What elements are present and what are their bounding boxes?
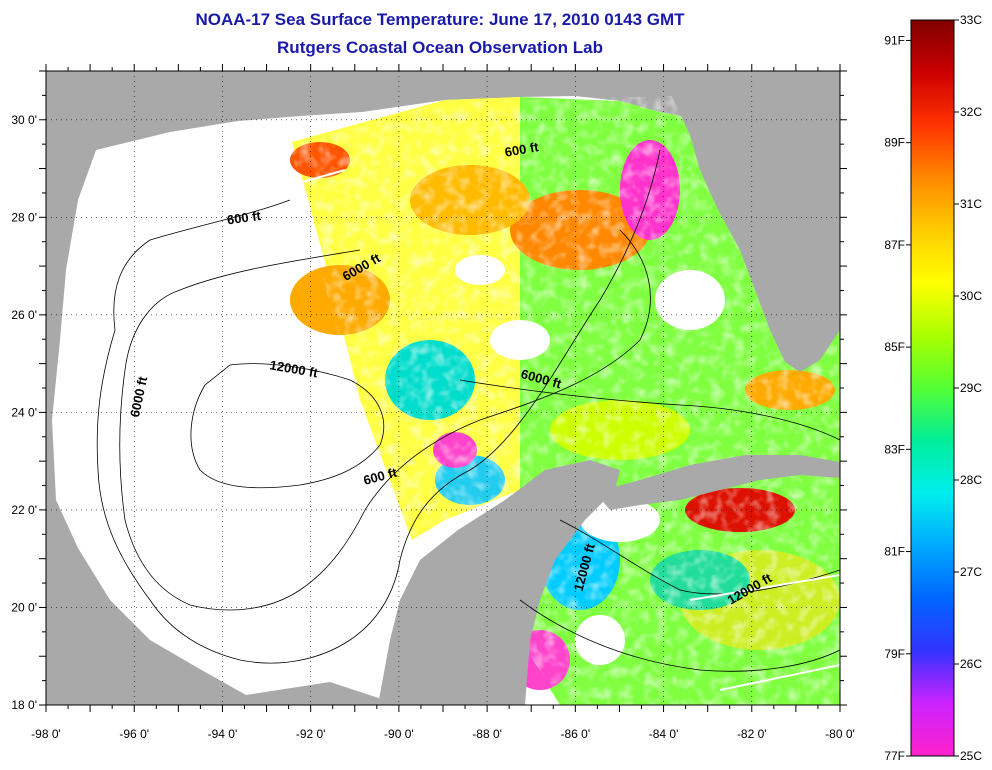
colorbar-celsius-label: 32C — [960, 105, 982, 119]
contour-600ft — [96, 149, 661, 664]
colorbar-fahrenheit-label: 91F — [884, 33, 905, 47]
lon-tick-label: -84 0' — [649, 727, 679, 741]
lat-tick-label: 22 0' — [11, 503, 37, 517]
lat-tick-label: 24 0' — [11, 405, 37, 419]
lon-tick-label: -88 0' — [472, 727, 502, 741]
lon-tick-label: -96 0' — [119, 727, 149, 741]
lon-tick-label: -80 0' — [825, 727, 855, 741]
colorbar-celsius-label: 26C — [960, 657, 982, 671]
yucatan-land — [378, 460, 620, 705]
contour-12000ft — [519, 599, 840, 672]
contour-12000ft — [190, 363, 384, 489]
swath-edge — [291, 169, 346, 186]
colorbar-celsius-label: 25C — [960, 749, 982, 763]
bathymetry-contours — [96, 149, 840, 672]
colorbar-fahrenheit-label: 83F — [884, 442, 905, 456]
florida-land — [660, 71, 840, 372]
colorbar-fahrenheit-label: 81F — [884, 545, 905, 559]
colorbar-fahrenheit-label: 87F — [884, 238, 905, 252]
lon-tick-label: -92 0' — [296, 727, 326, 741]
lat-tick-label: 28 0' — [11, 210, 37, 224]
colorbar-labels: 33C 32C 31C 30C 29C 28C 27C 26C 25C 91F 89F 87F 85F 8… — [884, 13, 982, 763]
map-frame — [45, 70, 841, 706]
colorbar-celsius-label: 29C — [960, 381, 982, 395]
colorbar-fahrenheit-label: 85F — [884, 340, 905, 354]
colorbar-celsius-label: 27C — [960, 565, 982, 579]
lon-tick-label: -82 0' — [737, 727, 767, 741]
map-subtitle: Rutgers Coastal Ocean Observation Lab — [277, 38, 603, 57]
cuba-land — [595, 455, 840, 510]
contour-6000ft — [459, 379, 840, 441]
lon-tick-label: -90 0' — [384, 727, 414, 741]
contour-6000ft — [119, 229, 651, 611]
colorbar-fahrenheit-label: 77F — [884, 749, 905, 763]
contour-label: 600 ft — [504, 139, 541, 160]
contour-label: 600 ft — [226, 208, 262, 228]
swath-edge — [719, 664, 840, 691]
colorbar-celsius-label: 31C — [960, 197, 982, 211]
colorbar-celsius-label: 33C — [960, 13, 982, 27]
map-title: NOAA-17 Sea Surface Temperature: June 17… — [195, 10, 685, 29]
lon-tick-label: -94 0' — [208, 727, 238, 741]
lon-tick-label: -86 0' — [561, 727, 591, 741]
contour-12000ft — [559, 519, 840, 595]
swath-edge — [689, 574, 840, 601]
colorbar — [910, 19, 955, 757]
colorbar-fahrenheit-label: 79F — [884, 647, 905, 661]
lon-tick-label: -98 0' — [31, 727, 61, 741]
lat-tick-label: 30 0' — [11, 113, 37, 127]
colorbar-celsius-label: 30C — [960, 289, 982, 303]
colorbar-fahrenheit-label: 89F — [884, 136, 905, 150]
lat-tick-label: 26 0' — [11, 308, 37, 322]
lat-tick-label: 18 0' — [11, 698, 37, 712]
lat-tick-label: 20 0' — [11, 600, 37, 614]
colorbar-celsius-label: 28C — [960, 473, 982, 487]
